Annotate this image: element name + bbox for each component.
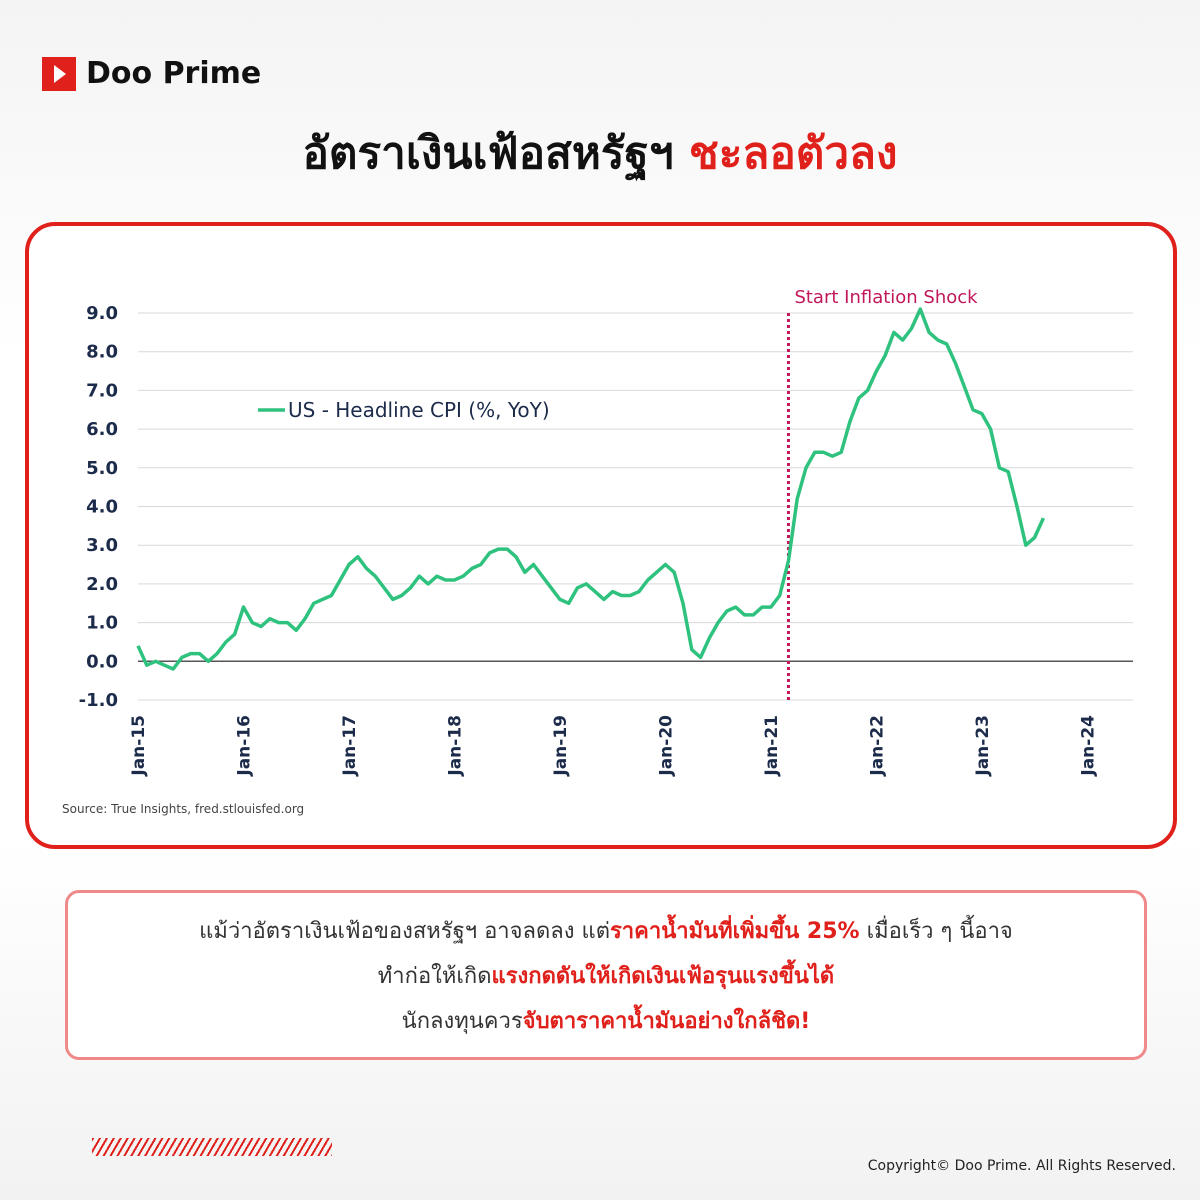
note-line: แม้ว่าอัตราเงินเฟ้อของสหรัฐฯ อาจลดลง แต่… [199, 913, 1013, 948]
chart-card [25, 222, 1177, 849]
footer: Copyright© Doo Prime. All Rights Reserve… [867, 1158, 1176, 1174]
y-tick-label: 8.0 [86, 342, 118, 363]
title: อัตราเงินเฟ้อสหรัฐฯ ชะลอตัวลง [0, 118, 1200, 188]
x-tick-label: Jan-18 [445, 715, 465, 777]
x-tick-label: Jan-24 [1078, 715, 1098, 777]
y-tick-label: 0.0 [86, 651, 118, 672]
x-tick-label: Jan-20 [656, 715, 676, 777]
x-tick-label: Jan-21 [762, 715, 782, 777]
note-text: ราคาน้ำมันที่เพิ่มขึ้น 25% [609, 918, 860, 944]
note-text: จับตาราคาน้ำมันอย่างใกล้ชิด! [522, 1008, 811, 1034]
data-line [136, 307, 1045, 671]
note-text: ทำก่อให้เกิด [377, 963, 492, 989]
y-tick-label: 2.0 [86, 574, 118, 595]
note-text: เมื่อเร็ว ๆ นี้อาจ [859, 918, 1013, 944]
logo: Doo Prime [42, 56, 261, 91]
x-tick-label: Jan-22 [867, 715, 887, 777]
brand: Doo Prime [86, 56, 262, 91]
x-tick-label: Jan-17 [340, 715, 360, 777]
title-accent: ชะลอตัวลง [688, 128, 898, 179]
y-tick-label: 6.0 [86, 419, 118, 440]
y-tick-label: 5.0 [86, 458, 118, 479]
logo-icon [42, 56, 76, 91]
y-tick-label: 9.0 [86, 303, 118, 324]
y-tick-label: 4.0 [86, 497, 118, 518]
y-tick-label: 7.0 [86, 380, 118, 401]
chart: -1.0 0.0 1.0 2.0 3.0 4.0 5.0 6.0 7.0 8.0 9.0 Jan-15… [62, 287, 1133, 816]
legend-label: US - Headline CPI (%, YoY) [288, 398, 550, 422]
x-tick-label: Jan-23 [973, 715, 993, 777]
x-tick-label: Jan-19 [551, 715, 571, 777]
title-main: อัตราเงินเฟ้อสหรัฐฯ [302, 128, 674, 179]
source: Source: True Insights, fred.stlouisfed.o… [62, 802, 304, 816]
note-text: นักลงทุนควร [401, 1008, 523, 1034]
note-line: ทำก่อให้เกิดแรงกดดันให้เกิดเงินเฟ้อรุนแร… [378, 958, 834, 993]
note-box: แม้ว่าอัตราเงินเฟ้อของสหรัฐฯ อาจลดลง แต่… [65, 890, 1147, 1060]
y-tick-label: 1.0 [86, 613, 118, 634]
note-text: แรงกดดันให้เกิดเงินเฟ้อรุนแรงขึ้นได้ [491, 963, 835, 989]
annotation: Start Inflation Shock [794, 287, 978, 308]
note-text: แม้ว่าอัตราเงินเฟ้อของสหรัฐฯ อาจลดลง แต่ [199, 918, 610, 944]
y-tick-label: -1.0 [79, 690, 118, 711]
x-tick-label: Jan-16 [234, 715, 254, 777]
x-tick-label: Jan-15 [129, 715, 149, 777]
note-line: นักลงทุนควรจับตาราคาน้ำมันอย่างใกล้ชิด! [402, 1003, 811, 1038]
decoration [92, 1138, 332, 1156]
y-tick-label: 3.0 [86, 535, 118, 556]
